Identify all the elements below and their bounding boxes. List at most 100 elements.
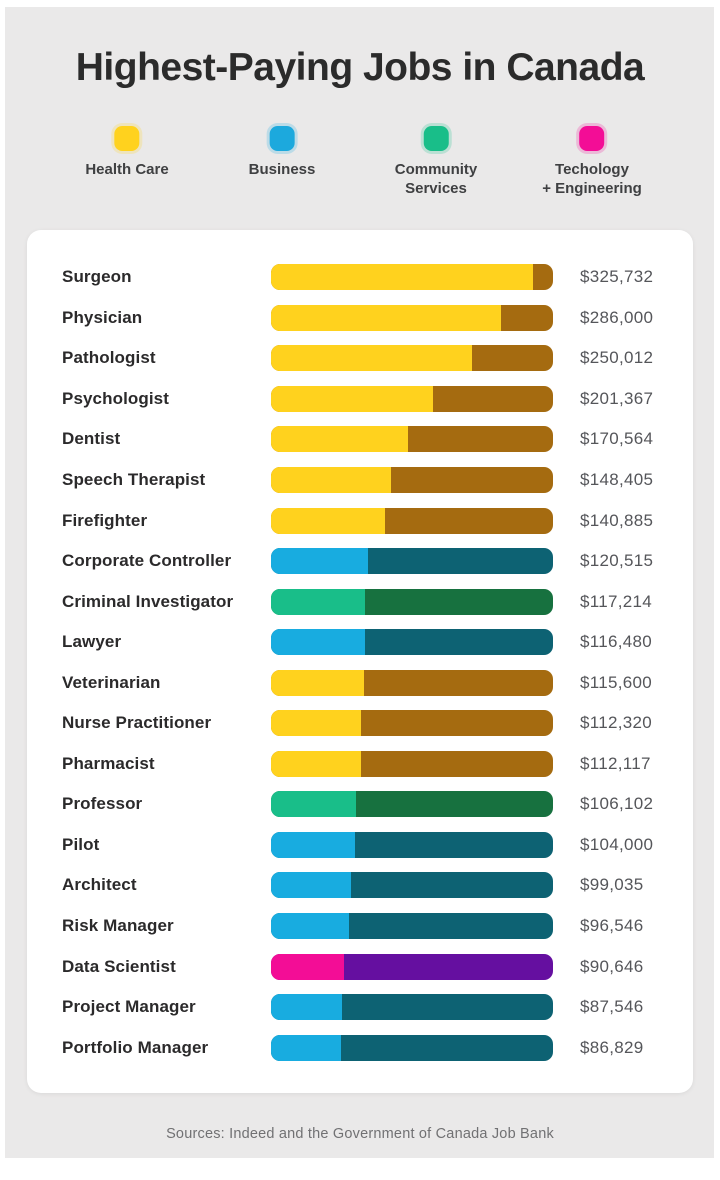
salary-bar-fill (271, 426, 409, 453)
job-label: Pharmacist (62, 753, 155, 773)
table-row: Pilot $104,000 (27, 825, 693, 866)
salary-bar-fill (271, 872, 351, 899)
table-row: Lawyer $116,480 (27, 622, 693, 663)
salary-bar-fill (271, 629, 365, 656)
salary-bar-cell (271, 750, 553, 777)
salary-value: $115,600 (580, 672, 653, 692)
salary-bar-track (271, 669, 553, 696)
legend: Health Care Business Community Services … (0, 126, 720, 216)
legend-swatch-community-services (423, 126, 449, 151)
salary-value: $250,012 (580, 348, 654, 368)
salary-value: $117,214 (580, 591, 653, 611)
salary-bar-fill (271, 913, 349, 940)
table-row: Physician $286,000 (27, 298, 693, 339)
salary-value: $112,117 (580, 753, 651, 773)
bar-rows: Surgeon $325,732 Physician $286,000 Patholog… (27, 257, 693, 1068)
job-label: Architect (62, 875, 137, 895)
table-row: Psychologist $201,367 (27, 379, 693, 420)
salary-bar-track (271, 467, 553, 493)
table-row: Architect $99,035 (27, 865, 693, 906)
salary-bar-fill (271, 507, 385, 534)
legend-label: Health Care (85, 161, 169, 178)
legend-item-business: Business (248, 126, 316, 179)
salary-bar-cell (271, 710, 553, 737)
job-label: Corporate Controller (62, 551, 232, 571)
salary-bar-fill (271, 548, 369, 575)
table-row: Data Scientist $90,646 (27, 946, 693, 987)
salary-bar-cell (271, 345, 553, 372)
job-label: Lawyer (62, 632, 122, 652)
salary-bar-cell (271, 791, 553, 818)
salary-bar-track (271, 872, 553, 899)
table-row: Veterinarian $115,600 (27, 662, 693, 703)
job-label: Project Manager (62, 997, 196, 1017)
salary-bar-cell (271, 831, 553, 858)
salary-bar-cell (271, 588, 553, 615)
salary-value: $87,546 (580, 997, 644, 1017)
salary-value: $286,000 (580, 307, 654, 327)
salary-bar-track (271, 831, 553, 858)
salary-value: $148,405 (580, 470, 654, 489)
job-label: Criminal Investigator (62, 591, 234, 611)
legend-label: Techology + Engineering (542, 161, 642, 197)
legend-swatch-technology-engineering (579, 126, 605, 151)
legend-label: Business (248, 161, 316, 178)
job-label: Physician (62, 307, 143, 327)
salary-bar-fill (271, 588, 366, 615)
salary-bar-track (271, 426, 553, 453)
salary-bar-track (271, 710, 553, 737)
job-label: Pilot (62, 834, 100, 854)
table-row: Project Manager $87,546 (27, 987, 693, 1028)
salary-bar-track (271, 507, 553, 534)
salary-bar-cell (271, 629, 553, 656)
salary-bar-fill (271, 669, 365, 696)
salary-bar-fill (271, 1034, 341, 1061)
salary-value: $325,732 (580, 267, 654, 287)
salary-value: $116,480 (580, 632, 653, 652)
table-row: Surgeon $325,732 (27, 257, 693, 298)
job-label: Dentist (62, 429, 121, 449)
salary-bar-track (271, 1034, 553, 1061)
salary-bar-cell (271, 872, 553, 899)
table-row: Criminal Investigator $117,214 (27, 581, 693, 622)
table-row: Firefighter $140,885 (27, 500, 693, 541)
legend-swatch-health-care (114, 126, 140, 151)
salary-value: $86,829 (580, 1037, 644, 1057)
salary-value: $112,320 (580, 713, 653, 733)
table-row: Professor $106,102 (27, 784, 693, 825)
table-row: Pharmacist $112,117 (27, 744, 693, 785)
salary-bar-track (271, 750, 553, 777)
salary-bar-track (271, 304, 553, 331)
salary-value: $96,546 (580, 916, 644, 936)
job-label: Veterinarian (62, 672, 161, 692)
salary-bar-fill (271, 994, 342, 1021)
salary-bar-track (271, 791, 553, 818)
table-row: Dentist $170,564 (27, 419, 693, 460)
job-label: Psychologist (62, 388, 170, 408)
salary-bar-cell (271, 669, 553, 696)
salary-bar-track (271, 345, 553, 372)
salary-bar-cell (271, 994, 553, 1021)
salary-value: $106,102 (580, 794, 654, 814)
salary-bar-cell (271, 426, 553, 453)
salary-value: $120,515 (580, 551, 654, 571)
salary-bar-fill (271, 710, 362, 737)
salary-bar-fill (271, 264, 534, 291)
salary-bar-cell (271, 548, 553, 575)
salary-bar-track (271, 385, 553, 412)
salary-bar-fill (271, 467, 391, 493)
salary-bar-cell (271, 1034, 553, 1061)
job-label: Firefighter (62, 510, 148, 530)
job-label: Risk Manager (62, 916, 174, 936)
salary-value: $201,367 (580, 388, 654, 408)
salary-bar-fill (271, 791, 357, 818)
salary-value: $104,000 (580, 834, 654, 854)
salary-bar-cell (271, 264, 553, 291)
job-label: Surgeon (62, 267, 132, 287)
salary-bar-cell (271, 467, 553, 493)
legend-label: Community Services (394, 161, 478, 197)
salary-bar-track (271, 913, 553, 940)
table-row: Corporate Controller $120,515 (27, 541, 693, 582)
salary-bar-fill (271, 304, 502, 331)
legend-item-health-care: Health Care (85, 126, 169, 179)
